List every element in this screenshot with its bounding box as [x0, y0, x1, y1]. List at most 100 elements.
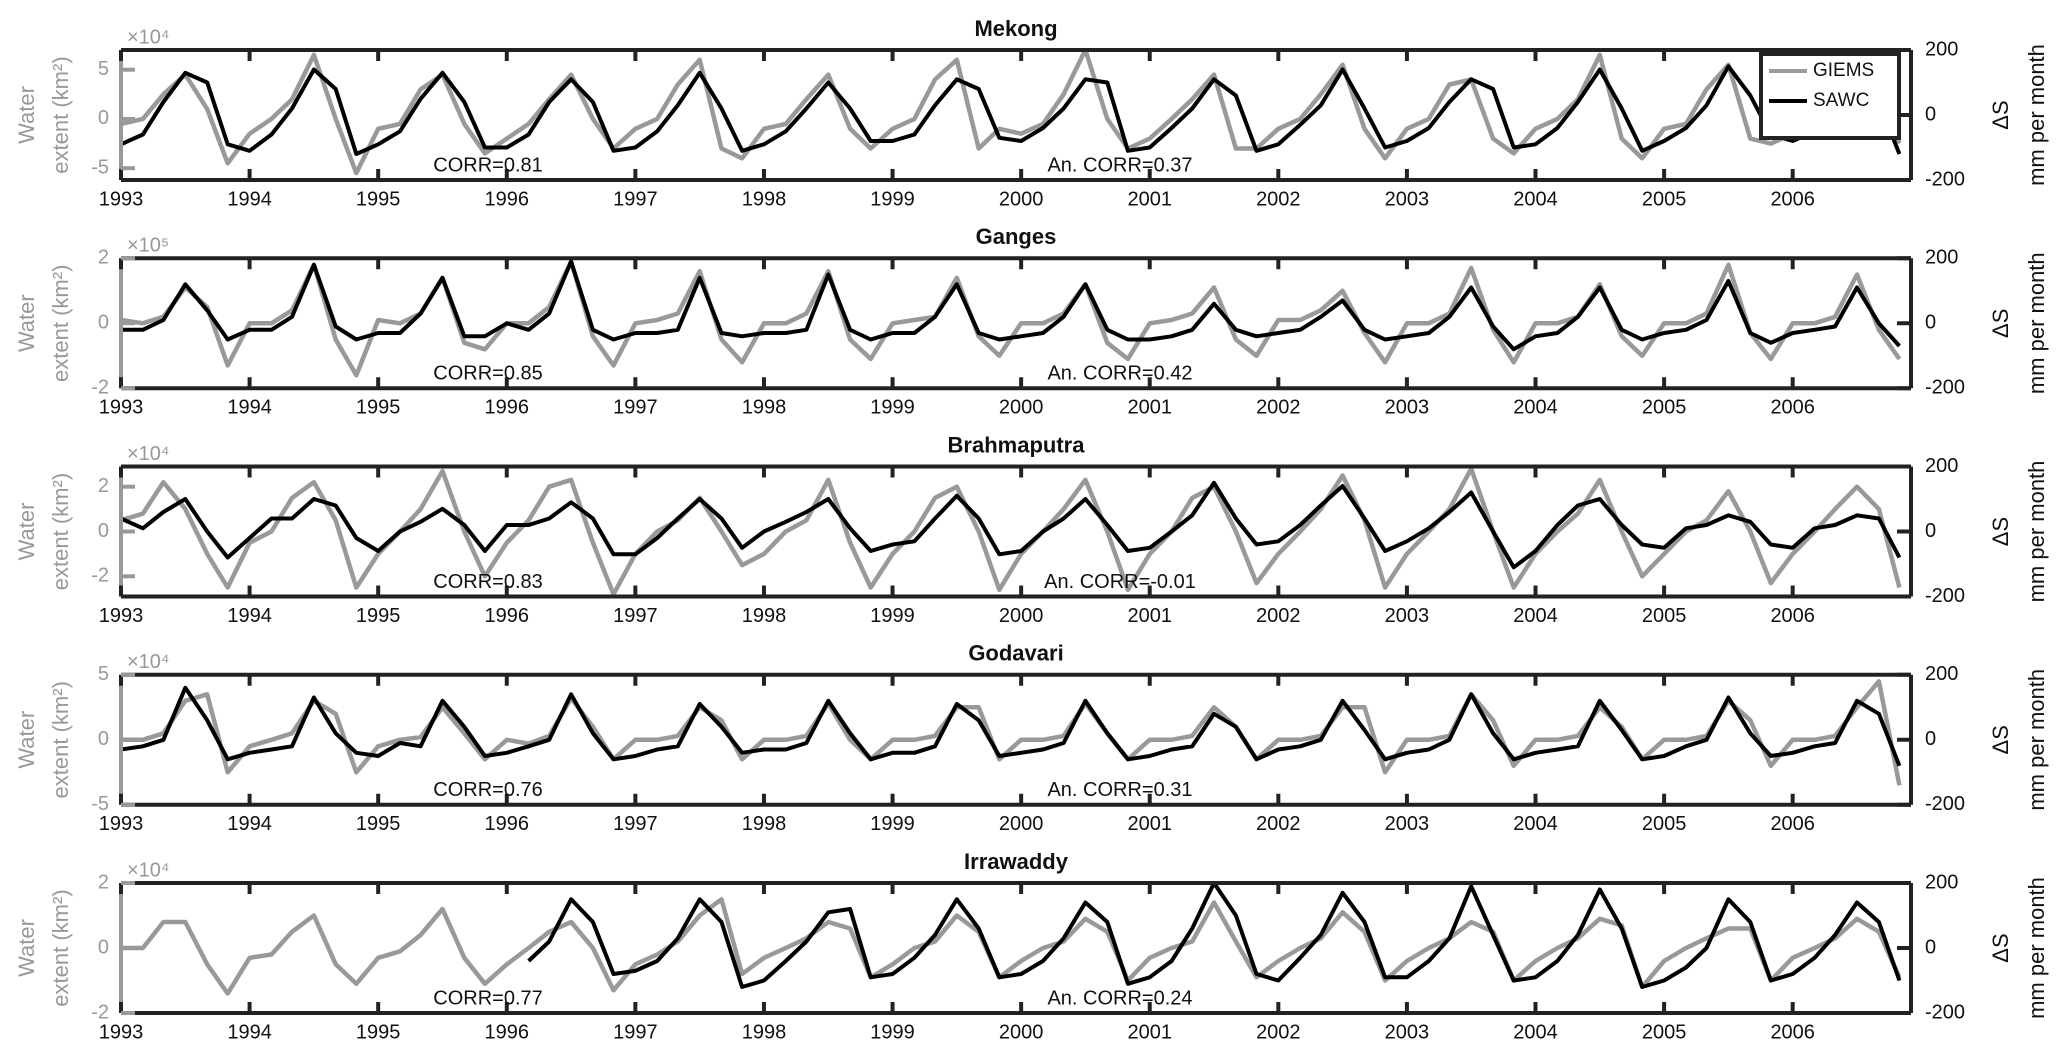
- x-tick-label: 1997: [613, 813, 658, 835]
- x-tick-label: 2002: [1256, 397, 1301, 419]
- data-line: [120, 480, 1902, 570]
- y-tick-label: 2: [98, 871, 109, 893]
- annotation: CORR=0.83: [433, 571, 543, 593]
- y-axis-label: Water: [14, 711, 39, 769]
- x-tick-label: 2006: [1770, 605, 1815, 627]
- x-tick-label: 2005: [1642, 813, 1687, 835]
- x-tick-label: 1994: [227, 188, 272, 210]
- x-tick-label: 2000: [999, 1021, 1044, 1043]
- x-tick-label: 2003: [1385, 813, 1430, 835]
- y-tick-label: -2: [91, 565, 109, 587]
- data-line: [120, 259, 1902, 378]
- y2-tick-label: -200: [1925, 377, 1965, 399]
- y2-axis-label: ΔS: [1988, 933, 2013, 962]
- y2-tick-label: 0: [1925, 103, 1936, 125]
- y-tick-label: -2: [91, 377, 109, 399]
- annotation: CORR=0.81: [433, 154, 543, 176]
- y-scale-label: ×10⁴: [127, 859, 170, 881]
- panel: Mekong ×10⁴ Water extent (km²) ΔS mm per mont…: [14, 16, 2049, 210]
- x-tick-label: 2004: [1513, 397, 1558, 419]
- x-tick-label: 1995: [356, 1021, 401, 1043]
- y2-axis-label: mm per month: [2024, 44, 2049, 186]
- annotation: CORR=0.76: [433, 779, 543, 801]
- legend-label: GIEMS: [1813, 60, 1874, 81]
- data-line: [120, 466, 1902, 597]
- x-tick-label: 2003: [1385, 397, 1430, 419]
- y2-tick-label: 200: [1925, 663, 1958, 685]
- panel-title: Irrawaddy: [964, 849, 1069, 874]
- x-tick-label: 1993: [99, 813, 144, 835]
- annotation: An. CORR=-0.01: [1044, 571, 1196, 593]
- x-tick-label: 1997: [613, 397, 658, 419]
- x-tick-label: 2002: [1256, 1021, 1301, 1043]
- y-axis-label: extent (km²): [48, 889, 73, 1006]
- x-tick-label: 1994: [227, 1021, 272, 1043]
- data-line: [527, 881, 1902, 989]
- y2-axis-label: ΔS: [1988, 725, 2013, 754]
- x-tick-label: 2001: [1127, 813, 1172, 835]
- x-tick-label: 1998: [742, 813, 787, 835]
- y2-axis-label: mm per month: [2024, 669, 2049, 811]
- x-tick-label: 2005: [1642, 188, 1687, 210]
- x-tick-label: 1998: [742, 188, 787, 210]
- y2-axis-label: mm per month: [2024, 252, 2049, 394]
- y-axis-label: extent (km²): [48, 473, 73, 590]
- y-tick-label: 2: [98, 475, 109, 497]
- x-tick-label: 2001: [1127, 605, 1172, 627]
- x-tick-label: 1999: [870, 1021, 915, 1043]
- y2-tick-label: -200: [1925, 168, 1965, 190]
- x-tick-label: 2004: [1513, 1021, 1558, 1043]
- y-axis-label: Water: [14, 919, 39, 977]
- y2-axis-label: mm per month: [2024, 877, 2049, 1019]
- data-line: [121, 259, 1901, 352]
- y2-tick-label: -200: [1925, 1001, 1965, 1023]
- x-tick-label: 2004: [1513, 605, 1558, 627]
- y-tick-label: 0: [98, 107, 109, 129]
- y2-tick-label: -200: [1925, 585, 1965, 607]
- y-tick-label: 0: [98, 520, 109, 542]
- x-tick-label: 1998: [742, 397, 787, 419]
- x-tick-label: 2001: [1127, 188, 1172, 210]
- data-line: [120, 64, 1902, 156]
- x-tick-label: 1996: [485, 1021, 530, 1043]
- y-axis-label: extent (km²): [48, 681, 73, 798]
- x-tick-label: 1996: [485, 397, 530, 419]
- x-tick-label: 1996: [485, 813, 530, 835]
- x-tick-label: 2006: [1770, 1021, 1815, 1043]
- y2-axis-label: mm per month: [2024, 461, 2049, 603]
- y-axis-label: Water: [14, 503, 39, 561]
- x-tick-label: 2001: [1127, 397, 1172, 419]
- y2-tick-label: 0: [1925, 520, 1936, 542]
- x-tick-label: 1998: [742, 1021, 787, 1043]
- annotation: CORR=0.85: [433, 363, 543, 385]
- x-tick-label: 2003: [1385, 605, 1430, 627]
- x-tick-label: 1997: [613, 605, 658, 627]
- panel-title: Ganges: [976, 224, 1057, 249]
- y2-tick-label: 200: [1925, 871, 1958, 893]
- x-tick-label: 2000: [999, 188, 1044, 210]
- x-tick-label: 1996: [485, 605, 530, 627]
- panel: Godavari ×10⁴ Water extent (km²) ΔS mm per mo…: [14, 641, 2049, 835]
- x-tick-label: 2006: [1770, 813, 1815, 835]
- x-tick-label: 2004: [1513, 188, 1558, 210]
- x-tick-label: 2006: [1770, 397, 1815, 419]
- y-scale-label: ×10⁵: [127, 235, 169, 257]
- annotation: An. CORR=0.31: [1047, 779, 1192, 801]
- y2-tick-label: 200: [1925, 455, 1958, 477]
- y-scale-label: ×10⁴: [127, 651, 170, 673]
- y2-tick-label: 200: [1925, 247, 1958, 269]
- y-tick-label: -5: [91, 156, 109, 178]
- y2-tick-label: -200: [1925, 793, 1965, 815]
- y2-tick-label: 200: [1925, 38, 1958, 60]
- panel: Irrawaddy ×10⁴ Water extent (km²) ΔS mm per m…: [14, 849, 2049, 1043]
- x-tick-label: 1994: [227, 813, 272, 835]
- x-tick-label: 2003: [1385, 1021, 1430, 1043]
- data-line: [121, 679, 1902, 786]
- x-tick-label: 2002: [1256, 813, 1301, 835]
- x-tick-label: 2000: [999, 605, 1044, 627]
- x-tick-label: 2002: [1256, 605, 1301, 627]
- x-tick-label: 1999: [870, 605, 915, 627]
- y-tick-label: 5: [98, 663, 109, 685]
